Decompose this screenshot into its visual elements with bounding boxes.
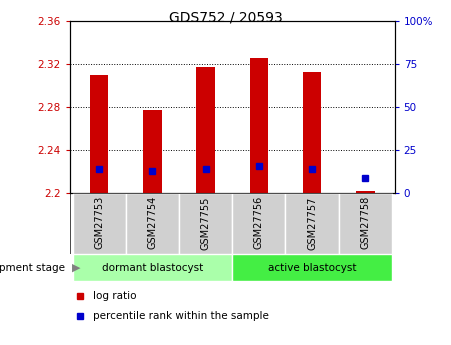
Bar [249,58,268,193]
Text: ▶: ▶ [72,263,81,273]
Text: development stage: development stage [0,263,65,273]
Text: percentile rank within the sample: percentile rank within the sample [92,312,268,321]
Bar [73,193,126,254]
Bar [356,191,375,193]
Bar [90,75,109,193]
Bar [339,193,392,254]
Bar [179,193,232,254]
Bar [196,67,215,193]
Text: GSM27753: GSM27753 [94,196,104,249]
Bar [303,72,322,193]
Text: GSM27756: GSM27756 [254,196,264,249]
Text: GSM27755: GSM27755 [201,196,211,249]
Bar [285,193,339,254]
Bar [73,254,232,281]
Text: active blastocyst: active blastocyst [268,263,356,273]
Text: GSM27758: GSM27758 [360,196,370,249]
Bar [232,254,392,281]
Text: log ratio: log ratio [92,291,136,300]
Text: GSM27757: GSM27757 [307,196,317,249]
Bar [143,110,162,193]
Text: GSM27754: GSM27754 [147,196,157,249]
Text: dormant blastocyst: dormant blastocyst [102,263,203,273]
Text: GDS752 / 20593: GDS752 / 20593 [169,10,282,24]
Bar [126,193,179,254]
Bar [232,193,285,254]
